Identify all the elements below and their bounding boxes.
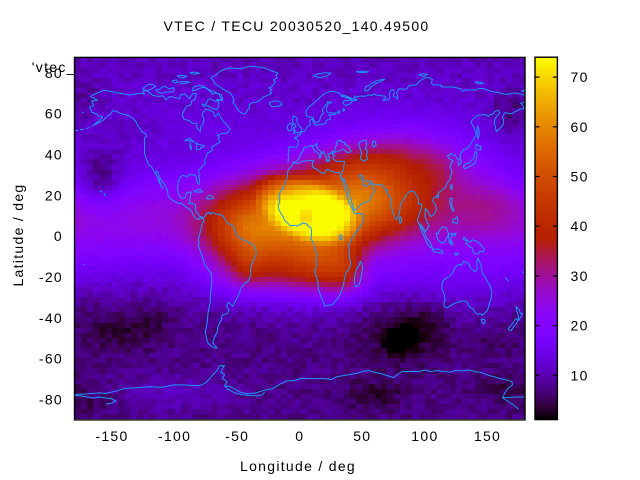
svg-text:Latitude / deg: Latitude / deg <box>10 183 26 286</box>
svg-text:20: 20 <box>45 187 63 203</box>
svg-text:'vtec_: 'vtec_ <box>32 59 76 75</box>
svg-text:60: 60 <box>45 106 63 122</box>
svg-text:10: 10 <box>571 367 589 383</box>
svg-text:-60: -60 <box>39 351 63 367</box>
svg-text:-40: -40 <box>39 310 63 326</box>
svg-text:-150: -150 <box>95 428 128 444</box>
svg-text:-20: -20 <box>39 269 63 285</box>
svg-text:20: 20 <box>571 318 589 334</box>
svg-text:150: 150 <box>474 428 501 444</box>
svg-text:Longitude / deg: Longitude / deg <box>240 458 356 474</box>
svg-text:100: 100 <box>411 428 438 444</box>
svg-text:-50: -50 <box>225 428 249 444</box>
svg-text:70: 70 <box>571 69 589 85</box>
svg-text:40: 40 <box>45 147 63 163</box>
svg-text:-100: -100 <box>158 428 191 444</box>
svg-text:0: 0 <box>54 228 63 244</box>
svg-text:30: 30 <box>571 268 589 284</box>
svg-text:50: 50 <box>353 428 371 444</box>
svg-text:80: 80 <box>45 65 63 81</box>
svg-text:VTEC / TECU 20030520_140.49500: VTEC / TECU 20030520_140.49500 <box>163 18 429 34</box>
svg-text:50: 50 <box>571 169 589 185</box>
svg-text:60: 60 <box>571 119 589 135</box>
svg-text:40: 40 <box>571 218 589 234</box>
svg-text:0: 0 <box>295 428 304 444</box>
svg-text:-80: -80 <box>39 392 63 408</box>
